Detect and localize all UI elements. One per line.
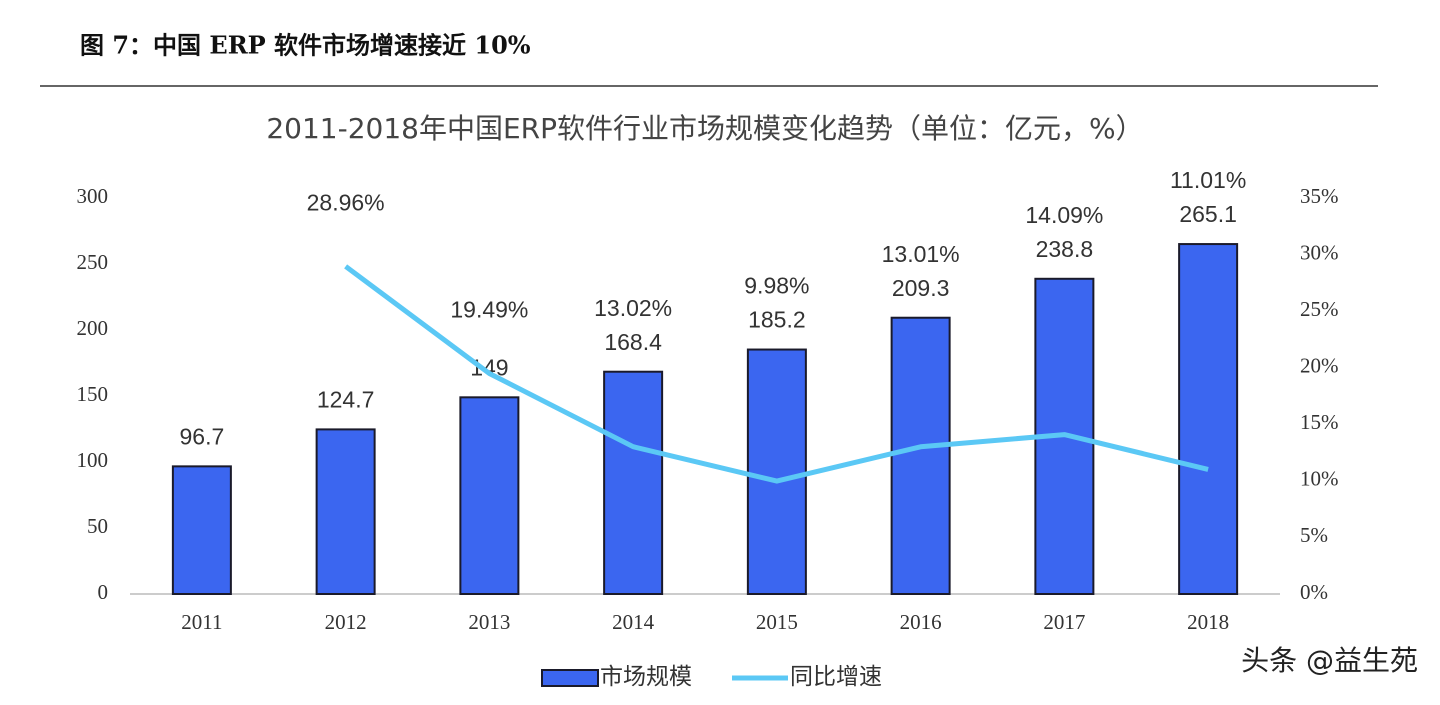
- header-title: 图 7：中国 ERP 软件市场增速接近 10%: [80, 31, 531, 60]
- bar-value-label: 238.8: [1036, 236, 1094, 262]
- bar-value-label: 265.1: [1179, 201, 1237, 227]
- y2-tick-label: 25%: [1300, 297, 1339, 321]
- y2-tick-label: 0%: [1300, 580, 1328, 604]
- bar: [315, 428, 376, 595]
- bar: [603, 370, 664, 595]
- y-tick-label: 50: [87, 514, 108, 538]
- y2-tick-label: 35%: [1300, 184, 1339, 208]
- y2-tick-label: 20%: [1300, 354, 1339, 378]
- bar-value-label: 209.3: [892, 275, 950, 301]
- x-tick-label: 2017: [1043, 610, 1085, 634]
- x-tick-label: 2018: [1187, 610, 1229, 634]
- x-tick-label: 2015: [756, 610, 798, 634]
- y2-tick-label: 5%: [1300, 523, 1328, 547]
- line-value-label: 19.49%: [450, 297, 528, 323]
- y-tick-label: 0: [98, 580, 109, 604]
- x-tick-label: 2012: [325, 610, 367, 634]
- bar: [1178, 243, 1239, 595]
- legend-label: 同比增速: [790, 663, 882, 689]
- y-tick-label: 200: [77, 316, 109, 340]
- bar-value-label: 149: [470, 354, 508, 380]
- legend-swatch: [541, 669, 599, 687]
- bar: [890, 316, 951, 595]
- x-tick-label: 2016: [900, 610, 942, 634]
- bar-value-label: 124.7: [317, 386, 375, 412]
- bar-value-label: 185.2: [748, 307, 806, 333]
- y2-tick-label: 30%: [1300, 240, 1339, 264]
- line-value-label: 28.96%: [307, 189, 385, 215]
- bar: [459, 396, 520, 595]
- line-value-label: 13.02%: [594, 295, 672, 321]
- chart-title: 2011-2018年中国ERP软件行业市场规模变化趋势（单位：亿元，%）: [266, 112, 1143, 145]
- x-tick-label: 2011: [181, 610, 222, 634]
- y2-tick-label: 15%: [1300, 410, 1339, 434]
- line-value-label: 14.09%: [1025, 202, 1103, 228]
- legend-label: 市场规模: [600, 663, 692, 689]
- bar: [171, 465, 232, 595]
- watermark: 头条 @益生苑: [1241, 644, 1418, 677]
- x-tick-label: 2013: [468, 610, 510, 634]
- bar-value-label: 96.7: [179, 423, 224, 449]
- y-tick-label: 150: [77, 382, 109, 406]
- x-tick-label: 2014: [612, 610, 655, 634]
- y-tick-label: 100: [77, 448, 109, 472]
- line-value-label: 9.98%: [744, 273, 809, 299]
- y-tick-label: 300: [77, 184, 109, 208]
- bar-value-label: 168.4: [604, 329, 662, 355]
- line-value-label: 13.01%: [882, 241, 960, 267]
- line-value-label: 11.01%: [1170, 167, 1246, 193]
- bar: [746, 348, 807, 596]
- y-tick-label: 250: [77, 250, 109, 274]
- y2-tick-label: 10%: [1300, 467, 1339, 491]
- line: [344, 264, 1209, 484]
